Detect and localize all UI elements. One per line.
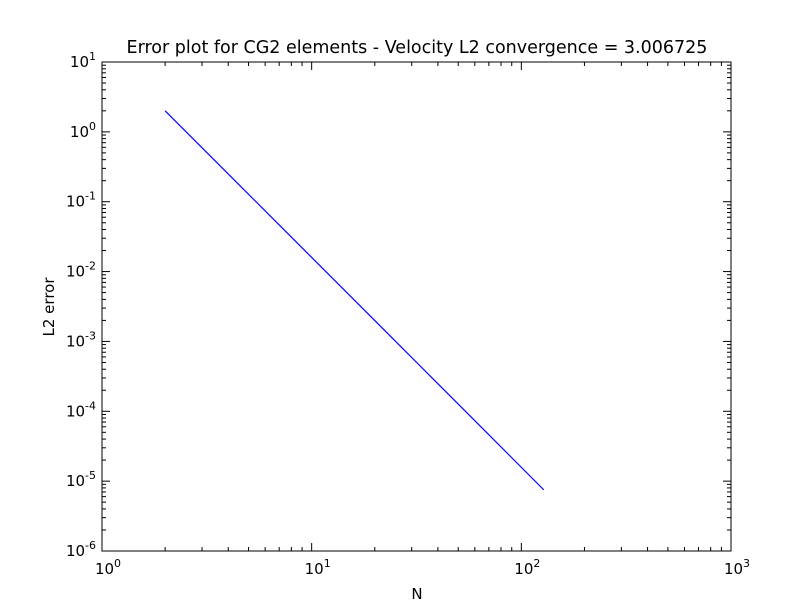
- y-tick-label: 10-6: [66, 539, 96, 560]
- y-tick-label: 10-5: [66, 469, 96, 490]
- y-tick-label: 100: [70, 120, 96, 141]
- plot-frame: [101, 61, 732, 552]
- y-tick-label: 10-2: [66, 260, 96, 281]
- y-tick-label: 10-3: [66, 329, 96, 350]
- tick-layer: 100 101 102 103 10-6 10-5 10-4 10-3 10-2 10-1 100 1…: [66, 50, 750, 578]
- x-tick-label: 102: [514, 557, 540, 578]
- x-axis-label: N: [411, 585, 422, 603]
- series-layer: [164, 110, 545, 491]
- y-tick-label: 10-1: [66, 190, 96, 211]
- x-tick-label: 103: [724, 557, 750, 578]
- series-line-l2-error: [164, 110, 545, 491]
- y-tick-label: 101: [70, 50, 96, 71]
- x-tick-label: 101: [305, 557, 331, 578]
- x-tick-label: 100: [95, 557, 121, 578]
- y-axis-label: L2 error: [40, 277, 58, 337]
- chart-title: Error plot for CG2 elements - Velocity L…: [127, 38, 708, 58]
- y-tick-label: 10-4: [66, 399, 96, 420]
